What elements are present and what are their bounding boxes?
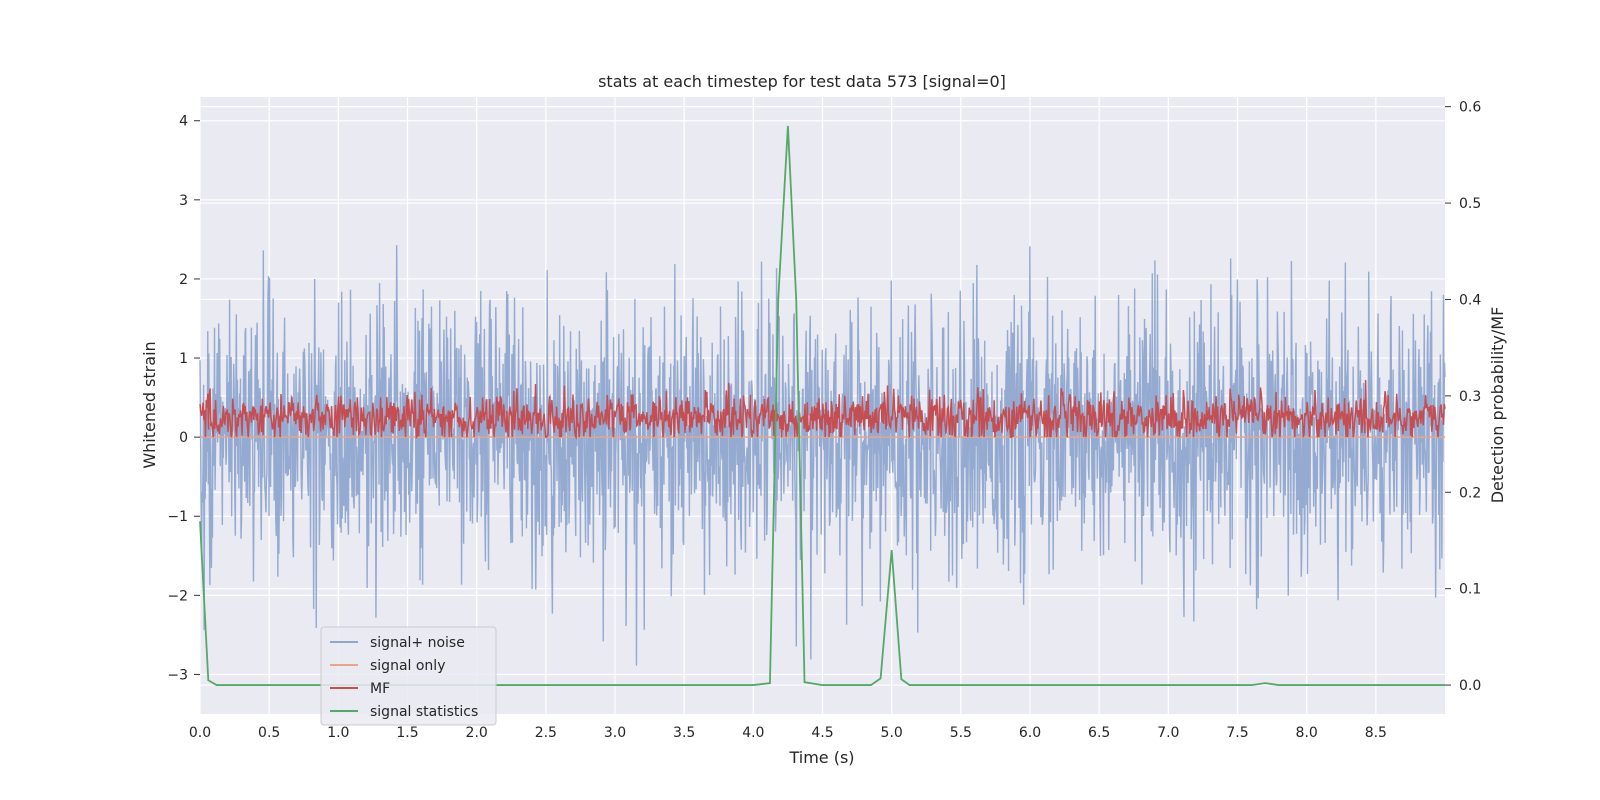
- x-tick-label: 3.0: [604, 725, 626, 741]
- y2-tick-label: 0.0: [1459, 678, 1481, 694]
- y-tick-label: 2: [179, 272, 188, 288]
- y-tick-label: 0: [179, 430, 188, 446]
- y-tick-label: −3: [167, 667, 188, 683]
- y-tick-label: 3: [179, 193, 188, 209]
- legend-label: signal+ noise: [370, 635, 465, 651]
- x-tick-label: 5.0: [881, 725, 903, 741]
- series-signal-noise: [199, 245, 1446, 666]
- chart-title: stats at each timestep for test data 573…: [598, 72, 1006, 91]
- y2-tick-label: 0.4: [1459, 292, 1481, 308]
- x-tick-label: 5.5: [950, 725, 972, 741]
- x-axis-label: Time (s): [788, 748, 854, 767]
- x-tick-label: 1.0: [327, 725, 349, 741]
- x-tick-label: 4.0: [742, 725, 764, 741]
- x-tick-label: 7.0: [1157, 725, 1179, 741]
- x-tick-label: 8.0: [1296, 725, 1318, 741]
- series-mf: [199, 380, 1446, 441]
- x-tick-label: 6.5: [1088, 725, 1110, 741]
- y-tick-label: −1: [167, 509, 188, 525]
- legend-label: MF: [370, 681, 390, 697]
- y2-tick-label: 0.2: [1459, 485, 1481, 501]
- y-tick-label: −2: [167, 588, 188, 604]
- x-tick-label: 2.5: [535, 725, 557, 741]
- x-tick-label: 6.0: [1019, 725, 1041, 741]
- y2-tick-label: 0.1: [1459, 582, 1481, 598]
- y-tick-label: 4: [179, 114, 188, 130]
- legend-label: signal statistics: [370, 704, 478, 720]
- x-tick-label: 8.5: [1365, 725, 1387, 741]
- legend-frame: [320, 626, 497, 726]
- x-tick-label: 1.5: [396, 725, 418, 741]
- x-tick-label: 0.5: [258, 725, 280, 741]
- axes: 0.0 0.5 1.0 1.5 2.0 2.5 3.0 3.5 4.0 4.5 5.0 5.5 6.0 6…: [167, 100, 1481, 741]
- y-axis-label: Whitened strain: [140, 341, 159, 468]
- y2-tick-label: 0.3: [1459, 389, 1481, 405]
- y-tick-label: 1: [179, 351, 188, 367]
- x-tick-label: 4.5: [811, 725, 833, 741]
- y2-tick-label: 0.6: [1459, 100, 1481, 116]
- x-tick-label: 0.0: [189, 725, 211, 741]
- legend: signal+ noise signal only MF signal statist…: [320, 626, 497, 726]
- legend-label: signal only: [370, 658, 445, 674]
- x-tick-label: 2.0: [466, 725, 488, 741]
- y2-axis-label: Detection probability/MF: [1488, 307, 1507, 504]
- x-tick-label: 7.5: [1226, 725, 1248, 741]
- x-tick-label: 3.5: [673, 725, 695, 741]
- y2-tick-label: 0.5: [1459, 196, 1481, 212]
